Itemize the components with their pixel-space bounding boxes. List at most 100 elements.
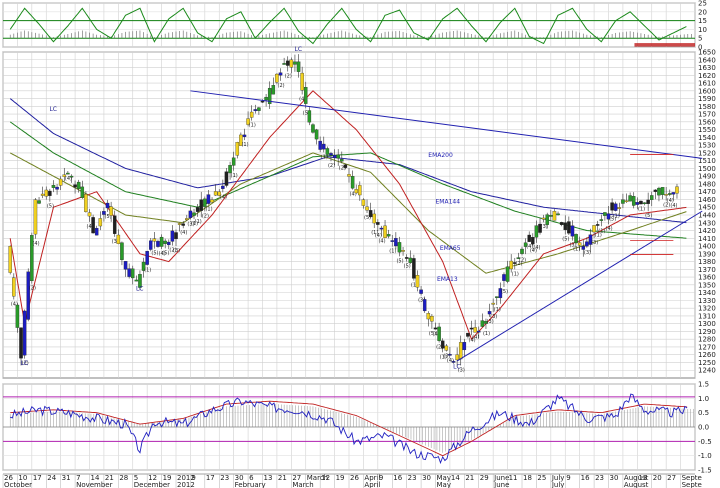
- price-tick-label: 1300: [698, 320, 716, 328]
- candle-body: [66, 172, 70, 175]
- candle-body: [534, 225, 539, 238]
- bottom-tick-label: 1.5: [698, 381, 709, 389]
- candle-body: [188, 210, 193, 218]
- month-label: February: [235, 481, 266, 488]
- date-tick-label: July: [551, 474, 565, 482]
- wave-count-marker: (5): [151, 251, 158, 257]
- candle-body: [581, 246, 586, 250]
- wave-count-marker: (4): [87, 224, 94, 230]
- wave-count-marker: (2): [436, 345, 443, 351]
- price-tick-label: 1630: [698, 64, 716, 72]
- candle-body: [282, 63, 286, 65]
- candle-body: [275, 73, 279, 83]
- candle-body: [513, 262, 517, 264]
- candle-body: [545, 214, 549, 225]
- candle-body: [606, 213, 611, 220]
- candle-body: [570, 225, 575, 237]
- candle-body: [177, 223, 182, 225]
- candle-body: [664, 194, 668, 196]
- candle-body: [260, 100, 265, 103]
- candle-body: [235, 142, 240, 156]
- price-tick-label: 1290: [698, 328, 716, 336]
- candle-body: [105, 202, 110, 209]
- date-tick-label: Septe: [682, 474, 702, 482]
- candle-body: [498, 288, 503, 299]
- wave-count-marker: (1): [483, 331, 490, 337]
- wave-count-marker: (4): [667, 198, 674, 204]
- candle-body: [199, 199, 203, 211]
- date-tick-label: 27: [292, 474, 301, 482]
- candle-body: [541, 217, 546, 220]
- candle-body: [98, 218, 103, 227]
- candle-body: [379, 227, 384, 230]
- candle-body: [33, 199, 38, 235]
- date-tick-label: 20: [653, 474, 662, 482]
- candle-body: [365, 206, 369, 211]
- candle-body: [419, 289, 423, 294]
- wave-count-marker: (4): [32, 241, 39, 247]
- candle-body: [628, 195, 632, 202]
- date-tick-label: 17: [33, 474, 42, 482]
- candle-body: [646, 199, 650, 204]
- candle-body: [134, 279, 139, 282]
- wave-count-marker: (4): [375, 233, 382, 239]
- wave-count-marker: (4): [220, 194, 227, 200]
- candle-body: [293, 61, 297, 65]
- price-tick-label: 1500: [698, 165, 716, 173]
- wave-count-marker: (4): [526, 244, 533, 250]
- date-tick-label: 27: [667, 474, 676, 482]
- price-tick-label: 1270: [698, 343, 716, 351]
- candle-body: [603, 212, 607, 216]
- top-tick-label: 25: [698, 0, 707, 8]
- candle-body: [159, 236, 164, 247]
- candle-body: [278, 72, 283, 76]
- date-tick-label: 23: [595, 474, 604, 482]
- candle-body: [383, 225, 387, 238]
- price-tick-label: 1640: [698, 56, 716, 64]
- candle-body: [336, 154, 340, 159]
- wave-count-marker: (1): [321, 154, 328, 160]
- candle-body: [347, 174, 351, 177]
- date-tick-label: 9: [191, 474, 195, 482]
- lc-label: LC: [295, 46, 303, 53]
- date-tick-label: April: [364, 474, 380, 482]
- lc-label: LC: [49, 106, 57, 113]
- candle-body: [523, 242, 528, 247]
- candle-body: [340, 159, 344, 162]
- wave-count-marker: (1): [389, 249, 396, 255]
- candle-body: [231, 157, 236, 166]
- wave-count-marker: (1): [613, 213, 620, 219]
- price-tick-label: 1330: [698, 297, 716, 305]
- candle-body: [502, 274, 506, 281]
- candle-body: [451, 361, 456, 363]
- price-tick-label: 1510: [698, 157, 716, 165]
- candle-body: [170, 230, 175, 242]
- trend-line: [456, 210, 703, 362]
- wave-count-marker: (5): [404, 263, 411, 269]
- date-tick-label: 30: [235, 474, 244, 482]
- candle-body: [289, 59, 294, 68]
- candle-body: [181, 223, 185, 226]
- wave-count-marker: (4): [180, 230, 187, 236]
- top-tick-label: 10: [698, 26, 707, 34]
- price-tick-label: 1490: [698, 173, 716, 181]
- wave-count-marker: (5): [501, 289, 508, 295]
- month-label: Septe: [682, 481, 702, 488]
- moving-average-line: [9, 152, 687, 274]
- wave-count-marker: (1): [371, 230, 378, 236]
- candle-body: [376, 222, 380, 225]
- candle-body: [285, 60, 290, 66]
- date-tick-label: 9: [379, 474, 383, 482]
- ma-label: EMA65: [440, 245, 461, 252]
- candle-body: [495, 296, 499, 298]
- wave-count-marker: (5): [609, 217, 616, 223]
- wave-count-marker: (3): [490, 314, 497, 320]
- price-tick-label: 1620: [698, 72, 716, 80]
- wave-count-marker: (5): [47, 204, 54, 210]
- wave-count-marker: (1): [494, 307, 501, 313]
- candle-body: [224, 171, 229, 186]
- price-tick-label: 1380: [698, 258, 716, 266]
- price-panel: 1240125012601270128012901300131013201330…: [2, 46, 716, 379]
- wave-count-marker: (5): [105, 214, 112, 220]
